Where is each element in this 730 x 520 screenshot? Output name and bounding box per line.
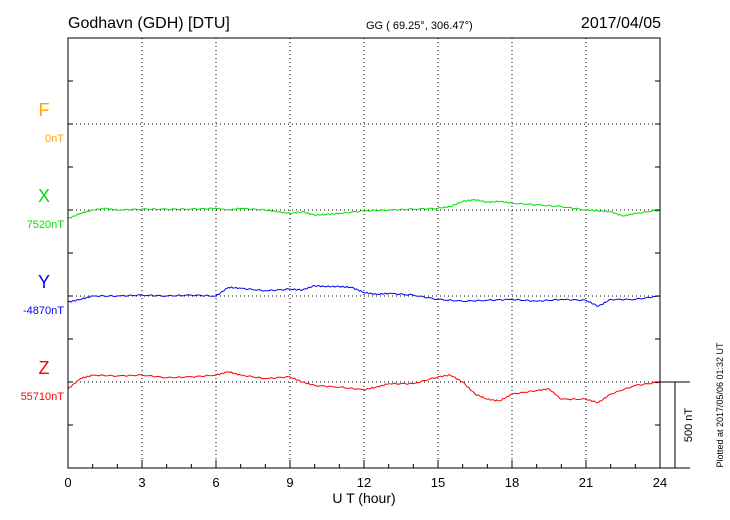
series-f-name: F — [39, 100, 50, 120]
series-z-name: Z — [39, 358, 50, 378]
x-axis: 0 3 6 9 12 15 18 21 24 — [64, 37, 667, 490]
series-x-baseline: 7520nT — [27, 219, 65, 231]
station-title: Godhavn (GDH) [DTU] — [68, 15, 230, 32]
series-labels: F 0nT X 7520nT Y -4870nT Z 55710nT — [21, 100, 65, 403]
scale-bar: 500 nT — [660, 381, 695, 469]
date-label: 2017/04/05 — [581, 15, 661, 32]
x-tick-label: 24 — [653, 475, 667, 490]
x-tick-label: 3 — [138, 475, 145, 490]
series-lines — [67, 198, 661, 404]
x-tick-label: 18 — [505, 475, 519, 490]
x-tick-label: 0 — [64, 475, 71, 490]
series-x-name: X — [38, 186, 50, 206]
series-x-line — [67, 198, 661, 219]
series-y-baseline: -4870nT — [23, 305, 64, 317]
x-axis-label: U T (hour) — [332, 490, 395, 506]
grid — [68, 38, 660, 468]
x-tick-label: 9 — [286, 475, 293, 490]
scale-bar-label: 500 nT — [683, 408, 695, 443]
series-z-line — [67, 371, 661, 404]
series-y-line — [67, 285, 661, 307]
series-f-baseline: 0nT — [45, 133, 64, 145]
series-z-baseline: 55710nT — [21, 391, 65, 403]
x-tick-label: 21 — [579, 475, 593, 490]
plotted-timestamp: Plotted at 2017/05/06 01:32 UT — [715, 342, 725, 468]
x-tick-label: 12 — [357, 475, 371, 490]
x-tick-label: 15 — [431, 475, 445, 490]
coordinates-label: GG ( 69.25°, 306.47°) — [366, 20, 473, 32]
series-y-name: Y — [38, 272, 50, 292]
x-tick-label: 6 — [212, 475, 219, 490]
